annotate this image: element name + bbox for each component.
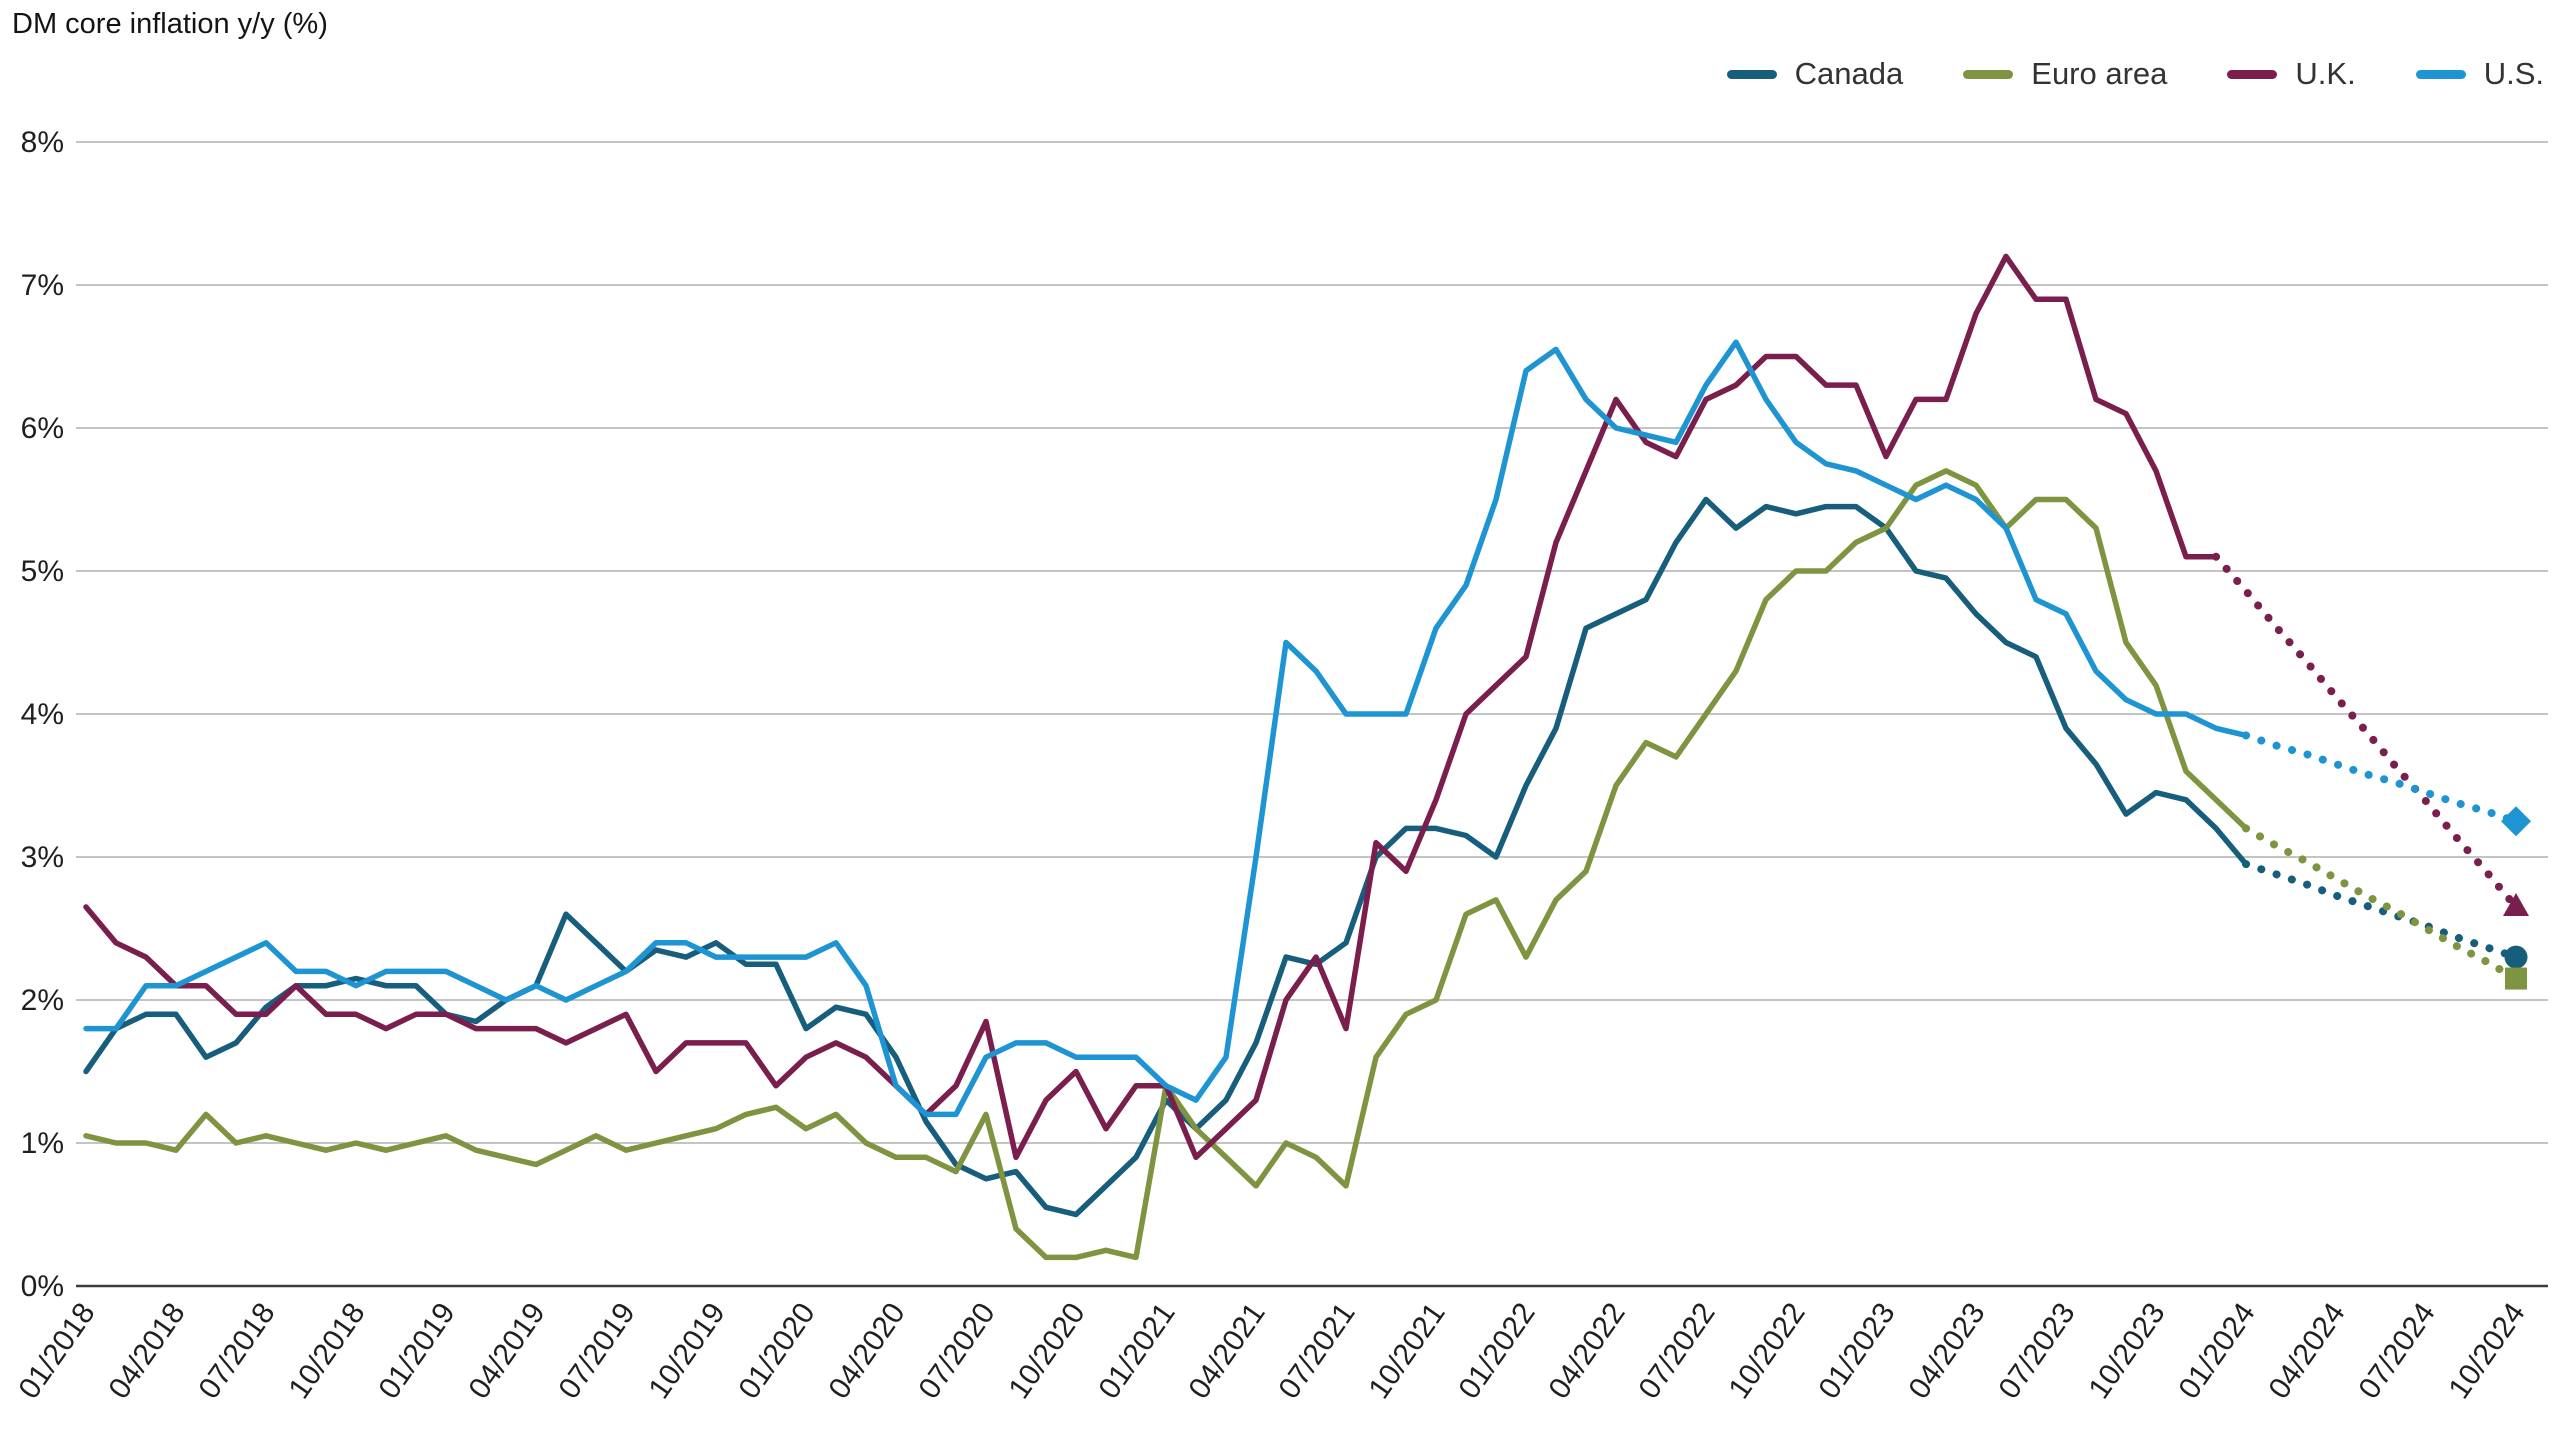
series-forecast-euro-area	[2242, 824, 2520, 983]
x-axis-tick-label: 04/2018	[102, 1297, 191, 1405]
series-forecast-canada	[2242, 860, 2520, 962]
series-endpoint-marker-euro-area	[2505, 967, 2527, 990]
series-endpoint-marker-canada	[2504, 945, 2528, 969]
x-axis-tick-label: 04/2019	[462, 1297, 551, 1405]
x-axis-tick-label: 01/2023	[1812, 1297, 1901, 1405]
x-axis-tick-label: 10/2024	[2442, 1297, 2531, 1405]
x-axis-tick-label: 04/2024	[2262, 1297, 2351, 1405]
x-axis-tick-label: 07/2020	[912, 1297, 1001, 1405]
series-line-u-s	[83, 339, 2249, 1118]
y-axis-tick-label: 1%	[21, 1127, 64, 1160]
series-endpoint-marker-u-k	[2503, 893, 2529, 917]
y-axis-tick-label: 7%	[21, 269, 64, 302]
x-axis-tick-label: 01/2019	[372, 1297, 461, 1405]
x-axis-tick-label: 10/2018	[282, 1297, 371, 1405]
x-axis-tick-label: 10/2019	[642, 1297, 731, 1405]
legend-label-canada: Canada	[1794, 56, 1904, 91]
x-axis-tick-label: 10/2020	[1002, 1297, 1091, 1405]
x-axis-tick-label: 01/2024	[2172, 1297, 2261, 1405]
x-axis-tick-label: 07/2023	[1992, 1297, 2081, 1405]
x-axis-tick-label: 01/2022	[1452, 1297, 1541, 1405]
y-axis-tick-label: 3%	[21, 841, 64, 874]
series-forecast-u-s	[2242, 731, 2520, 826]
y-axis-tick-label: 0%	[21, 1270, 64, 1303]
legend-item-euro-area: Euro area	[1963, 56, 2167, 92]
x-axis-tick-label: 04/2021	[1182, 1297, 1271, 1405]
x-axis-tick-label: 07/2018	[192, 1297, 281, 1405]
x-axis-tick-label: 04/2022	[1542, 1297, 1631, 1405]
x-axis-tick-label: 10/2021	[1362, 1297, 1451, 1405]
series-forecast-u-k	[2212, 552, 2520, 911]
x-axis-tick-label: 04/2020	[822, 1297, 911, 1405]
legend-swatch-canada	[1726, 69, 1777, 79]
y-axis-tick-label: 5%	[21, 555, 64, 588]
legend-item-u-k: U.K.	[2227, 56, 2356, 92]
x-axis-tick-label: 07/2022	[1632, 1297, 1721, 1405]
x-axis-tick-label: 07/2024	[2352, 1297, 2441, 1405]
legend-swatch-u-k	[2227, 69, 2278, 79]
y-axis-tick-label: 2%	[21, 984, 64, 1017]
legend-swatch-euro-area	[1963, 69, 2014, 79]
legend-item-canada: Canada	[1726, 56, 1904, 92]
legend-label-euro-area: Euro area	[2031, 56, 2168, 91]
x-axis-tick-label: 04/2023	[1902, 1297, 1991, 1405]
legend-swatch-u-s	[2415, 69, 2466, 79]
legend-label-u-s: U.S.	[2483, 56, 2544, 91]
y-axis-tick-label: 6%	[21, 412, 64, 445]
x-axis-tick-label: 10/2023	[2082, 1297, 2171, 1405]
x-axis-tick-label: 07/2021	[1272, 1297, 1361, 1405]
y-axis-tick-label: 4%	[21, 698, 64, 731]
x-axis-tick-label: 01/2021	[1092, 1297, 1181, 1405]
chart-title: DM core inflation y/y (%)	[12, 8, 328, 40]
x-axis-tick-label: 07/2019	[552, 1297, 641, 1405]
legend-label-u-k: U.K.	[2295, 56, 2356, 91]
legend-item-u-s: U.S.	[2415, 56, 2544, 92]
series-line-euro-area	[83, 468, 2249, 1261]
series-line-u-k	[83, 253, 2219, 1161]
series-endpoint-marker-u-s	[2501, 806, 2531, 837]
x-axis-tick-label: 10/2022	[1722, 1297, 1811, 1405]
x-axis-tick-label: 01/2020	[732, 1297, 821, 1405]
x-axis-tick-label: 01/2018	[12, 1297, 101, 1405]
legend: Canada Euro area U.K. U.S.	[1726, 56, 2544, 92]
y-axis-tick-label: 8%	[21, 126, 64, 159]
